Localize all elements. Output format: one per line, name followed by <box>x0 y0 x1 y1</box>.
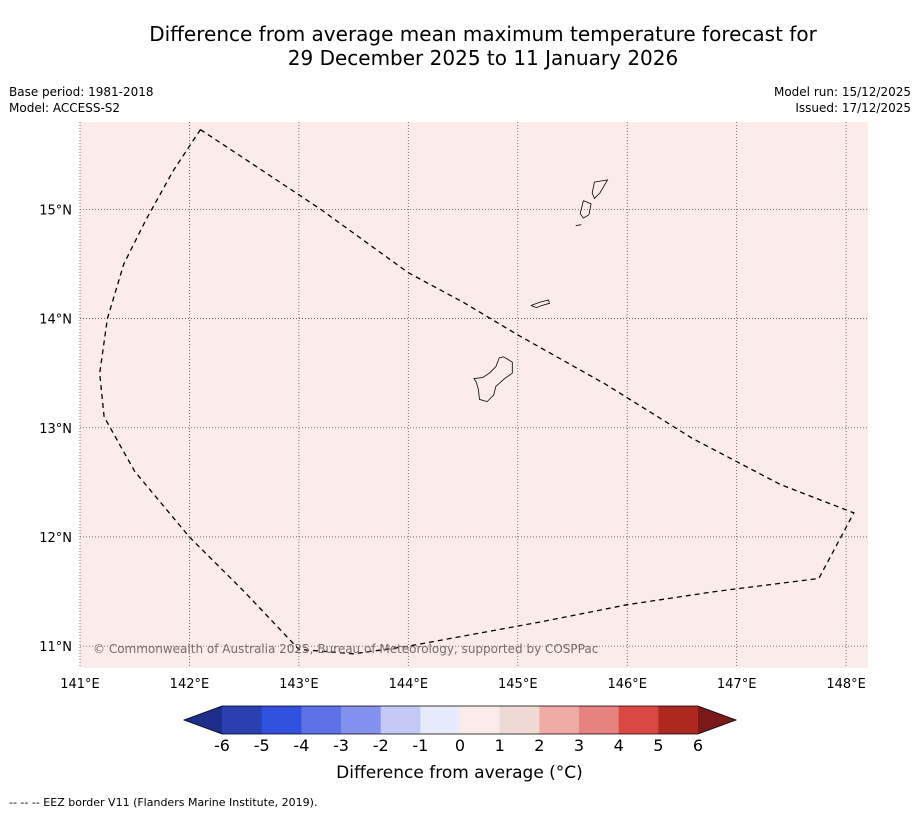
base-period: Base period: 1981-2018 <box>9 85 154 99</box>
latitude-tick-label: 14°N <box>39 313 72 328</box>
eez-border <box>99 129 855 655</box>
meta-left: Base period: 1981-2018 Model: ACCESS-S2 <box>9 84 154 116</box>
colorbar-tick-label: 3 <box>574 736 584 755</box>
longitude-tick-label: 147°E <box>717 677 757 692</box>
longitude-tick-label: 141°E <box>60 677 100 692</box>
map-background <box>80 122 868 668</box>
latitude-tick-label: 13°N <box>39 422 72 437</box>
longitude-tick-label: 145°E <box>498 677 538 692</box>
title-line-2: 29 December 2025 to 11 January 2026 <box>287 46 679 70</box>
colorbar-tick-label: 4 <box>614 736 624 755</box>
island-guam <box>473 356 513 403</box>
island-aguijan <box>575 224 582 227</box>
colorbar-segment <box>499 706 540 734</box>
island-tinian <box>579 200 592 219</box>
colorbar-tick-label: -2 <box>373 736 389 755</box>
colorbar-segment <box>658 706 699 734</box>
longitude-tick-label: 148°E <box>826 677 866 692</box>
colorbar-tick-label: -6 <box>214 736 230 755</box>
model-name: Model: ACCESS-S2 <box>9 101 121 115</box>
colorbar-arrow-low <box>184 706 222 734</box>
colorbar-segment <box>261 706 302 734</box>
meta-right: Model run: 15/12/2025 Issued: 17/12/2025 <box>774 84 911 116</box>
colorbar-tick-label: 1 <box>495 736 505 755</box>
island-saipan <box>591 179 609 200</box>
colorbar-tick-label: 0 <box>455 736 465 755</box>
island-outlines <box>473 179 609 403</box>
colorbar: -6 -5 -4 -3 -2 -1 0 1 2 3 4 5 6 <box>182 705 738 755</box>
chart-title: Difference from average mean maximum tem… <box>0 22 919 70</box>
colorbar-segment <box>380 706 421 734</box>
graticule <box>79 122 868 668</box>
colorbar-segment <box>618 706 659 734</box>
colorbar-outline <box>182 705 738 735</box>
latitude-tick-label: 15°N <box>39 203 72 218</box>
colorbar-tick-label: 6 <box>693 736 703 755</box>
longitude-tick-label: 144°E <box>389 677 429 692</box>
colorbar-segment <box>301 706 342 734</box>
colorbar-segment <box>460 706 501 734</box>
colorbar-segment <box>222 706 263 734</box>
longitude-tick-label: 146°E <box>607 677 647 692</box>
latitude-ticks: 15°N 14°N 13°N 12°N 11°N <box>39 203 72 655</box>
latitude-tick-label: 12°N <box>39 531 72 546</box>
colorbar-segment <box>420 706 461 734</box>
longitude-ticks: 141°E 142°E 143°E 144°E 145°E 146°E 147°E 148°E <box>60 677 866 692</box>
latitude-tick-label: 11°N <box>39 640 72 655</box>
issued-date: Issued: 17/12/2025 <box>795 101 911 115</box>
title-line-1: Difference from average mean maximum tem… <box>149 22 817 46</box>
colorbar-tick-label: -3 <box>333 736 349 755</box>
colorbar-segment <box>579 706 620 734</box>
model-run: Model run: 15/12/2025 <box>773 85 911 99</box>
longitude-tick-label: 142°E <box>170 677 210 692</box>
footnote: -- -- -- EEZ border V11 (Flanders Marine… <box>9 796 318 809</box>
island-rota <box>530 299 551 309</box>
copyright-text: © Commonwealth of Australia 2025, Bureau… <box>93 642 598 656</box>
colorbar-tick-label: 2 <box>534 736 544 755</box>
colorbar-arrow-high <box>698 706 736 734</box>
colorbar-tick-label: 5 <box>653 736 663 755</box>
colorbar-tick-label: -5 <box>254 736 270 755</box>
colorbar-tick-label: -4 <box>293 736 309 755</box>
colorbar-segment <box>539 706 580 734</box>
longitude-tick-label: 143°E <box>279 677 319 692</box>
colorbar-tick-label: -1 <box>412 736 428 755</box>
colorbar-segment <box>341 706 382 734</box>
colorbar-label: Difference from average (°C) <box>336 763 583 783</box>
